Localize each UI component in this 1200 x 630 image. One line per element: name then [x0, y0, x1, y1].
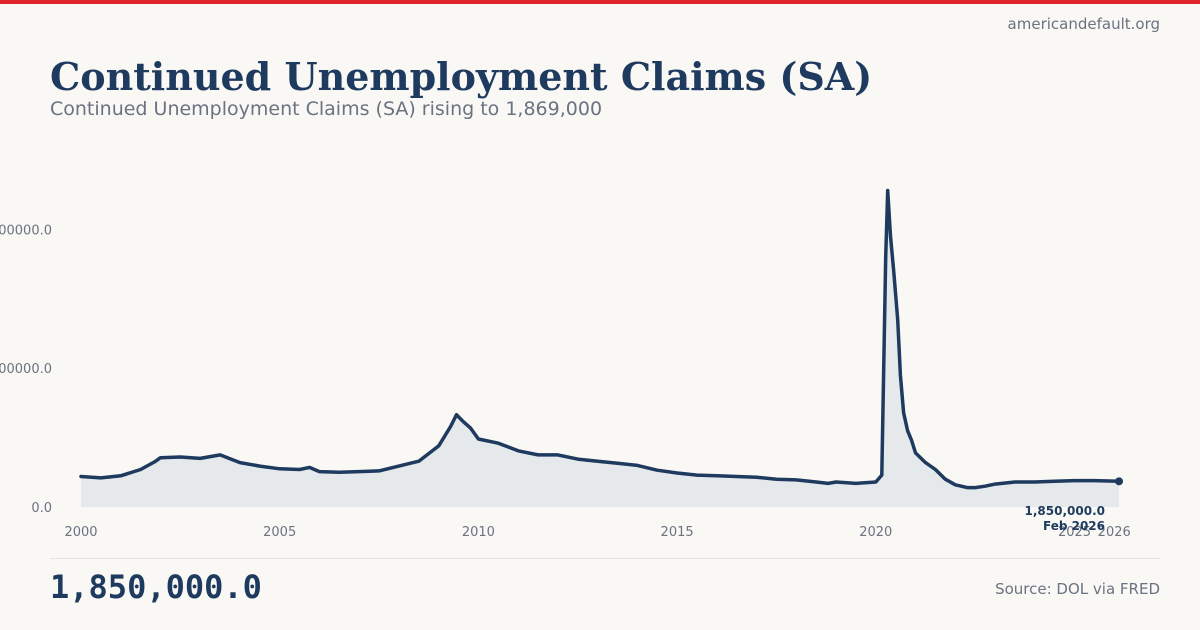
x-tick-label: 2005: [263, 525, 296, 540]
x-tick-label: 2020: [859, 525, 892, 540]
x-tick-label: 2015: [661, 525, 694, 540]
latest-date-label: Feb 2026: [1043, 519, 1105, 533]
site-name[interactable]: americandefault.org: [1007, 15, 1160, 33]
chart-title: Continued Unemployment Claims (SA): [50, 54, 873, 99]
y-tick-label: 0.0: [31, 501, 52, 516]
y-tick-label: 0000000.0: [0, 223, 52, 238]
latest-point-marker: [1115, 477, 1123, 486]
x-tick-label: 2026: [1098, 525, 1131, 540]
y-axis: 0.0 0000000.0 0000000.0: [0, 223, 52, 516]
x-tick-label: 2025: [1058, 525, 1091, 540]
latest-value-label: 1,850,000.0: [1025, 504, 1105, 518]
area-fill: [81, 190, 1119, 507]
source-credit: Source: DOL via FRED: [995, 580, 1160, 598]
x-tick-label: 2010: [462, 525, 495, 540]
x-tick-label: 2000: [64, 525, 97, 540]
x-axis: 2000 2005 2010 2015 2020 2025 2026: [64, 525, 1130, 540]
series-line: [79, 188, 1121, 490]
y-tick-label: 0000000.0: [0, 362, 52, 377]
footer-divider: [50, 558, 1160, 559]
chart-subtitle: Continued Unemployment Claims (SA) risin…: [50, 98, 603, 120]
current-value: 1,850,000.0: [50, 568, 262, 606]
top-accent-bar: [0, 0, 1200, 4]
